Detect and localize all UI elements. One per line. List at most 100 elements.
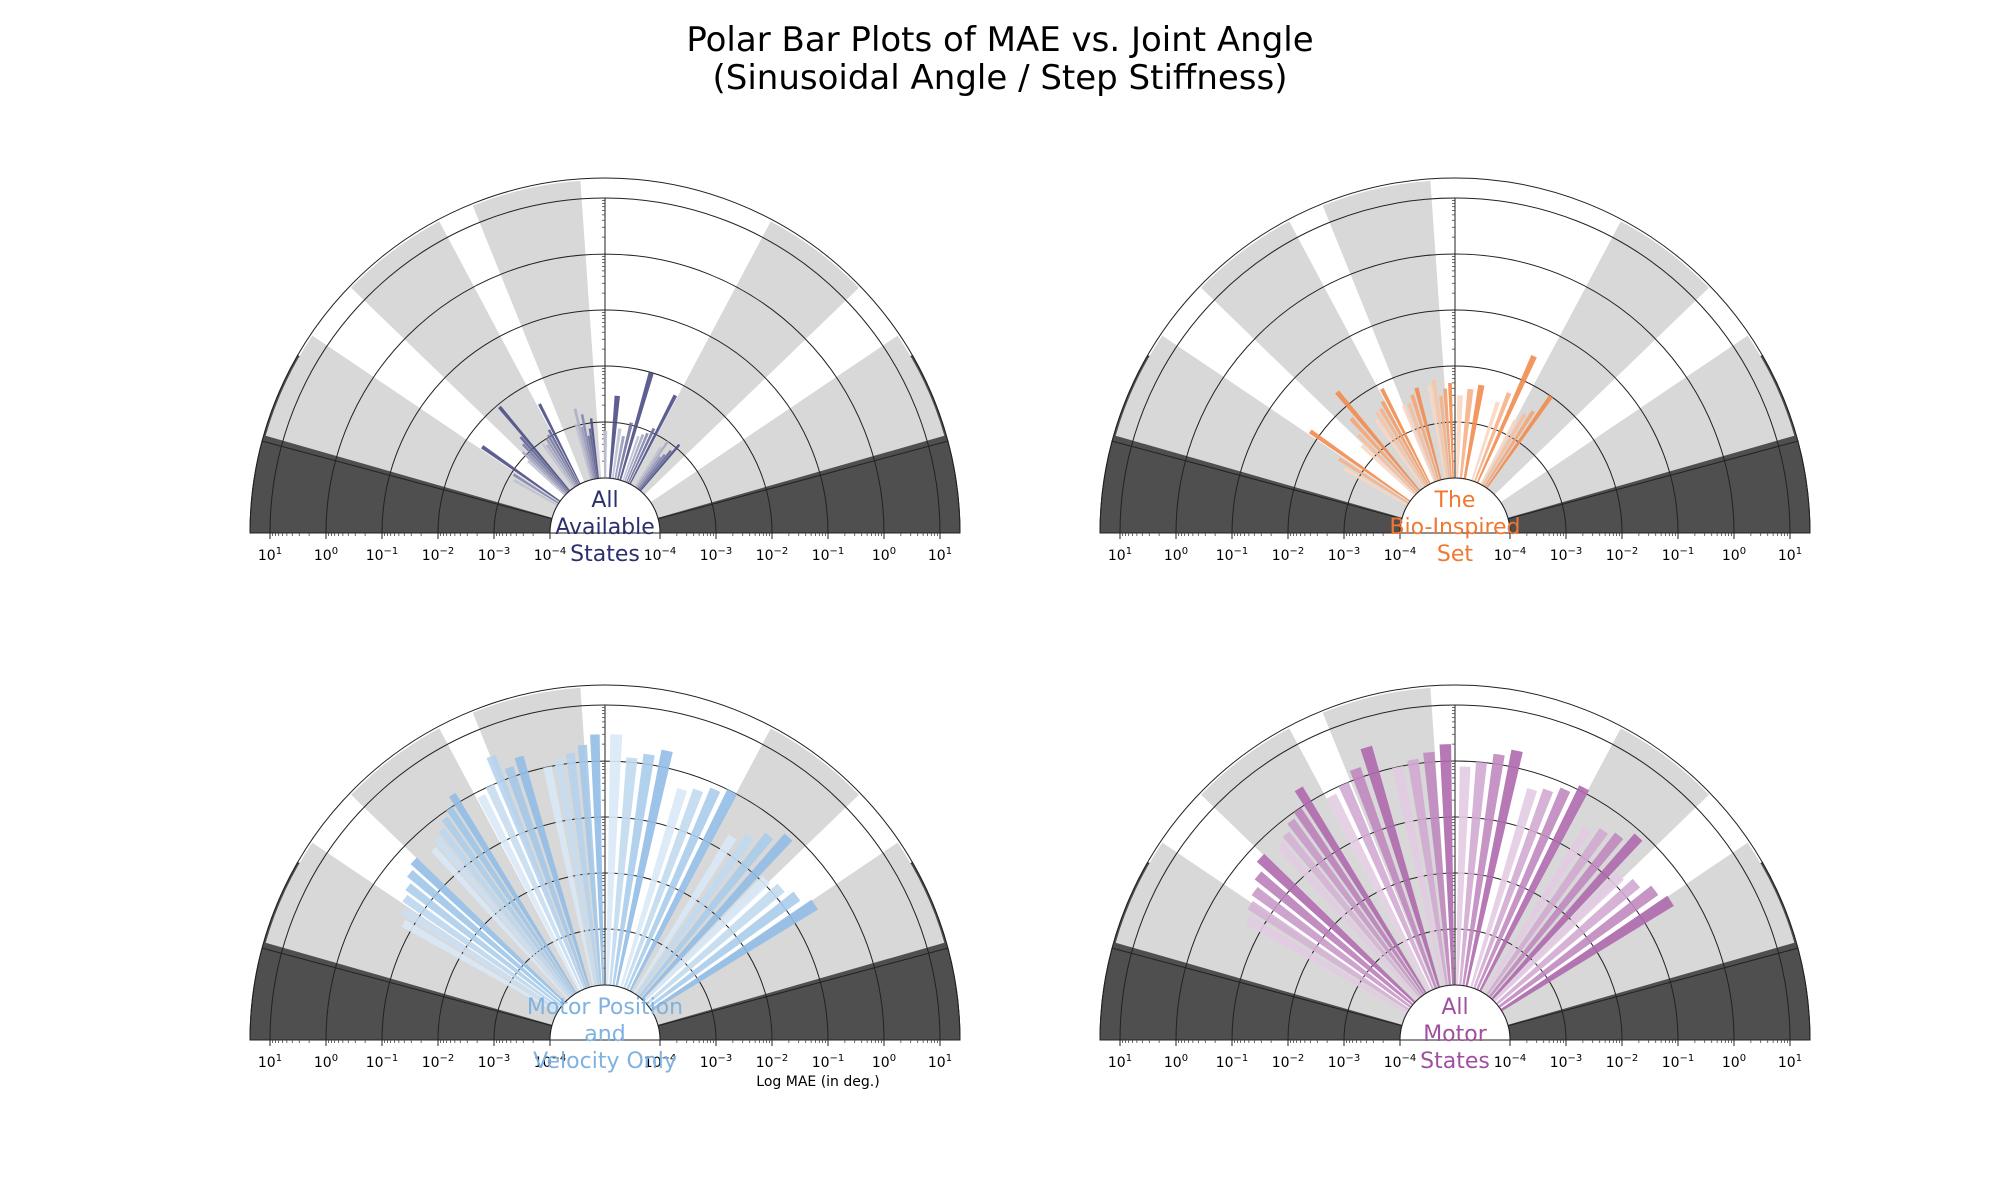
data-bar [589,418,599,479]
x-tick-label: 100 [314,1053,338,1071]
data-bar [1423,751,1452,986]
data-bar [608,395,620,479]
data-bar [636,456,661,489]
x-tick-label: 100 [1722,1053,1746,1071]
data-bar [1374,410,1426,488]
data-bar [1488,832,1624,998]
data-bar [1337,457,1410,504]
x-tick-label: 10−1 [1216,546,1249,564]
x-tick-label: 100 [872,1053,896,1071]
data-bar [648,891,801,1009]
data-bar [486,754,586,990]
center-label-line: Available [555,515,655,540]
x-tick-label: 101 [258,546,282,564]
figure-title-line1: Polar Bar Plots of MAE vs. Joint Angle [686,20,1313,60]
x-tick-label: 100 [872,546,896,564]
x-tick-label: 10−2 [1606,546,1639,564]
outer-arc [1099,177,1811,534]
data-bar [612,753,655,986]
data-bar [635,440,669,489]
data-bar [1360,444,1416,496]
x-tick-label: 10−3 [1550,1053,1583,1071]
polar-panel-top-right: 101 100 10−1 10−2 10−3 10−4 10−4 10−3 10−2 10−1 10… [1099,177,1811,567]
data-bar [626,787,721,991]
gray-sector [351,221,580,495]
data-bar [1294,786,1427,994]
data-bar [643,875,770,1003]
x-axis-label: Log MAE (in deg.) [756,1074,879,1090]
data-bar [1471,401,1500,481]
data-bar [636,833,754,996]
data-bar [1247,900,1410,1011]
data-bar [1473,392,1512,483]
data-bar [1379,407,1428,487]
data-bar [1485,395,1553,489]
data-bar [1498,885,1659,1009]
x-tick-label: 100 [314,546,338,564]
grid-spoke [1111,440,1403,520]
x-tick-label: 101 [1778,546,1802,564]
x-tick-label: 10−3 [1328,546,1361,564]
data-bar [633,834,737,995]
polar-panel-top-left: 101 100 10−1 10−2 10−3 10−4 10−4 10−3 10−2 10−1 10… [249,177,961,567]
data-bar [400,906,560,1012]
center-label-line: The [1434,488,1476,513]
grid-spoke [657,440,949,520]
data-bar [546,444,576,488]
data-bar [580,426,594,480]
data-bar [1287,818,1423,997]
center-label-line: All [1441,995,1468,1020]
data-bar [1455,766,1471,986]
data-bar [627,427,656,484]
data-bar [519,436,570,493]
gray-sector [630,221,859,495]
data-bar [438,827,572,998]
x-tick-label: 101 [1108,1053,1132,1071]
x-tick-label: 10−1 [1662,546,1695,564]
x-tick-label: 10−3 [1328,1053,1361,1071]
center-label-line: and [584,1022,625,1047]
data-bar [545,437,577,487]
data-bar [623,788,704,989]
data-bar [481,445,561,502]
data-bar [1455,395,1464,479]
data-bar [543,766,595,987]
x-tick-label: 101 [928,546,952,564]
data-bar [1308,429,1411,502]
data-bar [498,405,571,492]
data-bar [1463,384,1485,480]
gray-sector [1480,221,1709,495]
data-bar [650,899,818,1012]
data-bar [1349,767,1438,989]
data-bar [638,449,672,491]
data-bar [1407,758,1448,986]
data-bar [1500,895,1674,1012]
grid-spoke [1507,440,1799,520]
data-bar [1480,419,1517,485]
data-bar [1254,871,1414,1006]
data-bar [1276,842,1419,1000]
data-bar [611,428,622,479]
gray-sector [1115,842,1410,1025]
grid-spoke [657,947,949,1027]
x-tick-label: 10−4 [534,546,567,564]
data-bar [1476,354,1537,484]
x-tick-label: 10−1 [1662,1053,1695,1071]
x-tick-label: 10−3 [700,546,733,564]
outer-arc [1099,684,1811,1041]
x-tick-label: 10−1 [812,546,845,564]
data-bar [624,434,645,482]
data-bar [547,429,580,485]
x-tick-label: 100 [1164,546,1188,564]
data-bar [574,423,592,481]
gray-sector [650,335,945,518]
x-tick-label: 10−4 [644,546,677,564]
center-label-line: States [1420,1049,1490,1074]
data-bar [1479,785,1590,992]
x-tick-label: 10−1 [812,1053,845,1071]
x-tick-label: 101 [1778,1053,1802,1071]
x-tick-label: 10−2 [422,1053,455,1071]
data-bar [1380,400,1430,486]
gray-sector [1500,842,1795,1025]
data-bar [477,794,581,992]
